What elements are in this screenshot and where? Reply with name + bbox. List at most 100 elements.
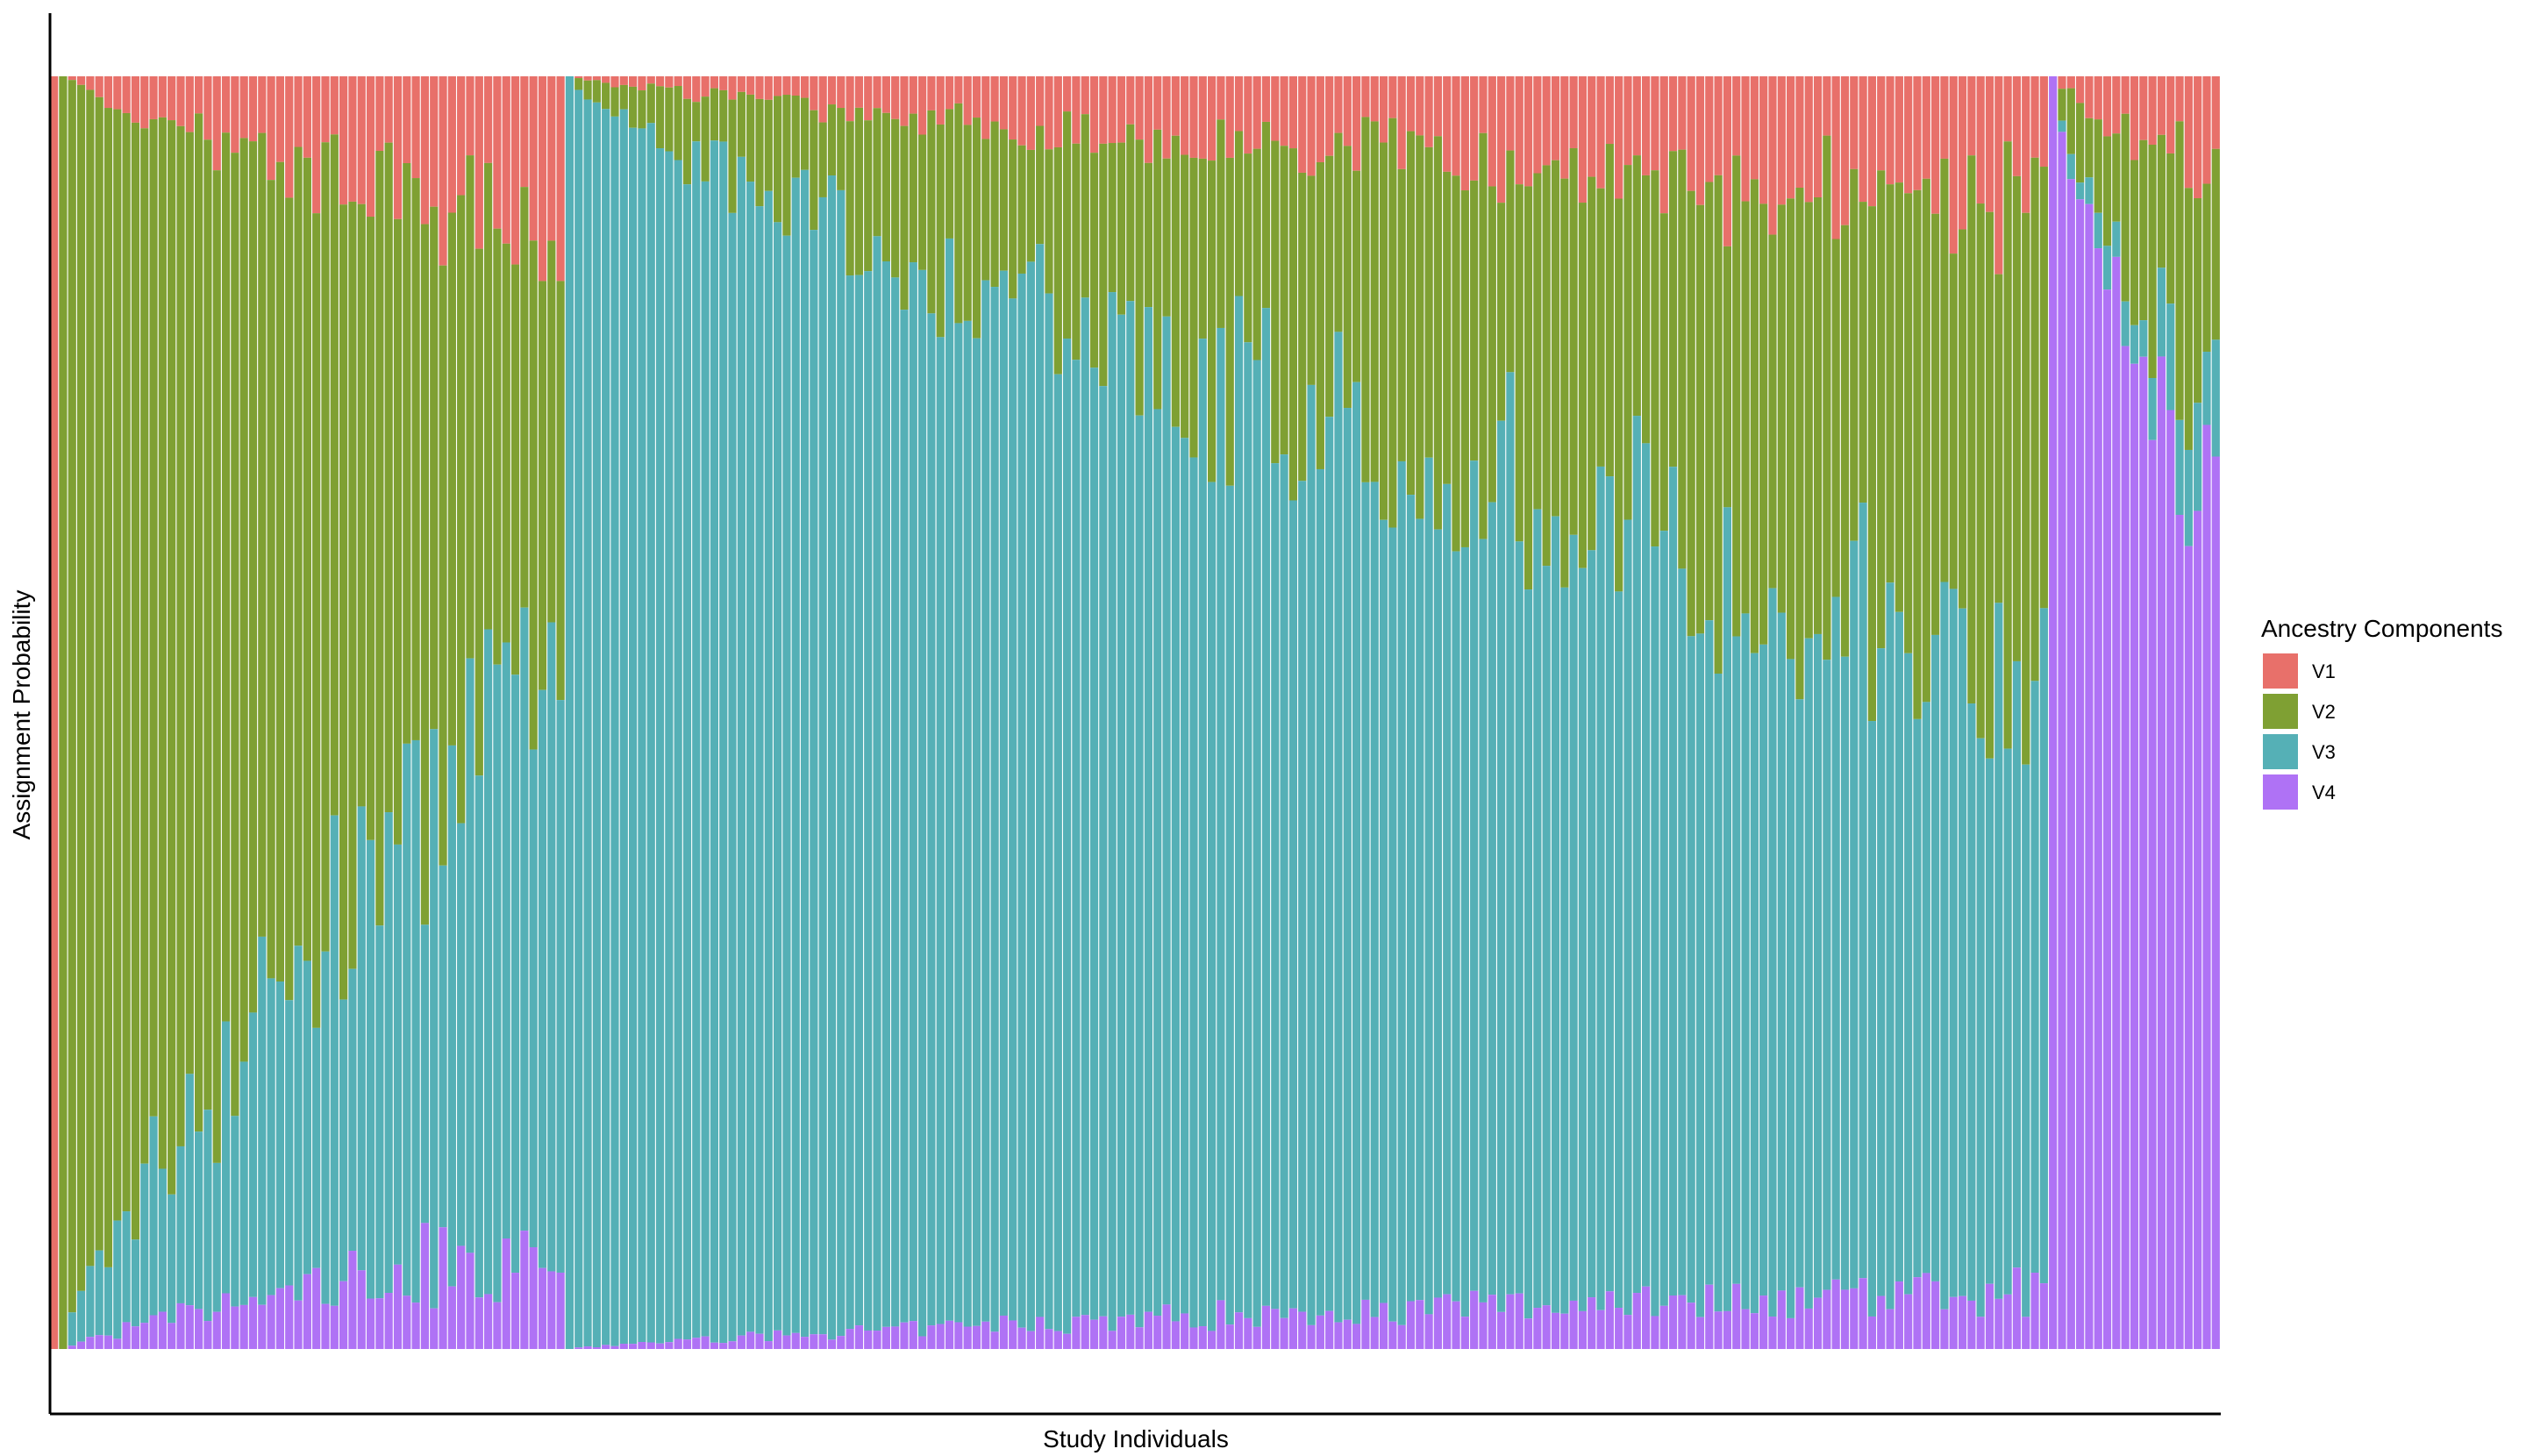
bar-segment-v4 — [1244, 1317, 1252, 1349]
bar-segment-v3 — [68, 1312, 76, 1346]
bar-segment-v4 — [1452, 1301, 1460, 1349]
bar-segment-v3 — [1940, 582, 1949, 1310]
bar-segment-v1 — [918, 76, 927, 135]
bar-segment-v1 — [447, 76, 456, 213]
bar-segment-v2 — [1578, 203, 1588, 568]
bar-segment-v4 — [149, 1315, 158, 1349]
bar-segment-v4 — [981, 1321, 990, 1349]
bar-segment-v1 — [1089, 76, 1099, 153]
bar-segment-v1 — [403, 76, 411, 163]
bar-segment-v3 — [339, 999, 348, 1281]
bar-segment-v4 — [1678, 1295, 1687, 1349]
bar-segment-v3 — [565, 76, 574, 1349]
bar-segment-v2 — [909, 113, 917, 263]
bar-segment-v1 — [131, 76, 140, 123]
bar-segment-v3 — [2030, 681, 2039, 1274]
bar-segment-v1 — [1162, 76, 1171, 159]
bar-segment-v3 — [1053, 374, 1062, 1331]
bar-segment-v4 — [1460, 1317, 1469, 1349]
bar-segment-v3 — [1108, 292, 1117, 1331]
bar-segment-v3 — [1859, 503, 1867, 1279]
bar-segment-v4 — [1741, 1309, 1750, 1349]
bar-segment-v2 — [1831, 239, 1840, 597]
bar-segment-v2 — [1099, 143, 1108, 387]
bar-segment-v3 — [864, 271, 873, 1331]
bar-segment-v2 — [411, 178, 420, 740]
bar-segment-v3 — [122, 1211, 131, 1323]
bar-segment-v1 — [393, 76, 403, 219]
bar-segment-v2 — [1678, 149, 1687, 569]
bar-segment-v2 — [2076, 103, 2085, 183]
bar-segment-v2 — [267, 180, 275, 979]
bar-segment-v3 — [1443, 483, 1452, 1295]
bar-segment-v2 — [510, 264, 520, 675]
bar-segment-v4 — [113, 1338, 122, 1349]
bar-segment-v1 — [1298, 76, 1307, 173]
bar-segment-v3 — [2085, 177, 2094, 204]
bar-segment-v4 — [366, 1298, 375, 1349]
bar-segment-v4 — [411, 1303, 420, 1349]
bar-segment-v1 — [330, 76, 339, 135]
bar-segment-v1 — [1750, 76, 1759, 180]
bar-segment-v4 — [1370, 1317, 1379, 1349]
bar-segment-v1 — [1813, 76, 1823, 197]
bar-segment-v3 — [2076, 182, 2085, 200]
bar-segment-v1 — [1542, 76, 1551, 166]
bar-segment-v2 — [1181, 154, 1189, 439]
bar-segment-v4 — [2085, 203, 2094, 1350]
bar-segment-v2 — [1189, 157, 1198, 458]
bar-segment-v4 — [348, 1251, 357, 1349]
bar-segment-v2 — [1009, 139, 1017, 299]
bar-segment-v4 — [330, 1305, 339, 1349]
bar-segment-v3 — [1470, 460, 1479, 1291]
bar-segment-v3 — [1452, 551, 1460, 1302]
bar-segment-v1 — [384, 76, 393, 143]
bar-segment-v3 — [1795, 699, 1804, 1288]
bar-segment-v1 — [1659, 76, 1668, 214]
bar-segment-v3 — [212, 1162, 221, 1312]
bar-segment-v3 — [366, 839, 375, 1299]
bar-segment-v3 — [2094, 212, 2102, 249]
bar-segment-v3 — [1777, 612, 1786, 1291]
bar-segment-v3 — [1913, 718, 1922, 1278]
bar-segment-v2 — [1506, 150, 1515, 373]
bar-segment-v2 — [1515, 184, 1523, 542]
bar-segment-v3 — [1288, 500, 1298, 1309]
bar-segment-v3 — [1596, 466, 1605, 1310]
bar-segment-v1 — [1171, 76, 1180, 136]
bar-segment-v4 — [1877, 1295, 1886, 1349]
bar-segment-v4 — [1497, 1311, 1506, 1349]
bar-segment-v2 — [638, 90, 646, 129]
bar-segment-v1 — [810, 76, 818, 111]
bar-segment-v3 — [583, 99, 592, 1347]
bar-segment-v3 — [1695, 633, 1705, 1317]
bar-segment-v3 — [1551, 516, 1560, 1313]
bar-segment-v2 — [1886, 184, 1894, 583]
bar-segment-v4 — [1208, 1331, 1217, 1349]
bar-segment-v4 — [1596, 1310, 1605, 1349]
bar-segment-v3 — [1009, 298, 1017, 1321]
stacked-bars — [50, 76, 2220, 1350]
bar-segment-v2 — [746, 94, 755, 182]
bar-segment-v2 — [439, 265, 447, 866]
bar-segment-v2 — [864, 120, 873, 272]
bar-segment-v2 — [701, 96, 710, 182]
bar-segment-v1 — [1280, 76, 1288, 146]
bar-segment-v4 — [122, 1322, 131, 1349]
bar-segment-v4 — [258, 1304, 267, 1349]
bar-segment-v3 — [1424, 457, 1433, 1315]
bar-segment-v3 — [1307, 384, 1316, 1325]
bar-segment-v1 — [1053, 76, 1062, 147]
bar-segment-v2 — [2175, 121, 2184, 420]
bar-segment-v4 — [864, 1330, 873, 1349]
bar-segment-v1 — [1316, 76, 1324, 162]
bar-segment-v4 — [1171, 1321, 1180, 1349]
bar-segment-v1 — [1388, 76, 1397, 118]
bar-segment-v1 — [1859, 76, 1867, 203]
bar-segment-v1 — [1045, 76, 1053, 150]
bar-segment-v2 — [168, 120, 176, 1195]
bar-segment-v2 — [1452, 175, 1460, 552]
bar-segment-v4 — [1985, 1283, 1994, 1349]
bar-segment-v1 — [972, 76, 981, 118]
